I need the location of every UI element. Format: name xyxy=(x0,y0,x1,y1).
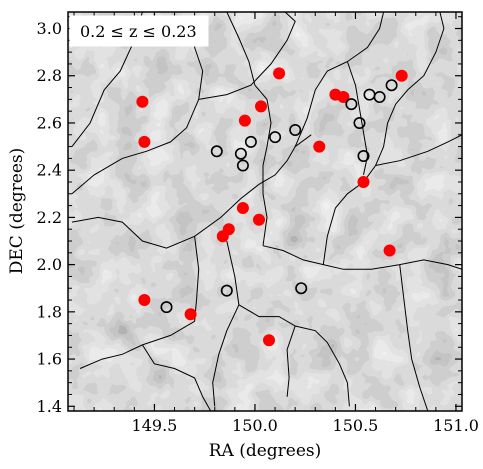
y-tick-label-8: 3.0 xyxy=(37,19,62,38)
open-circle-point-9 xyxy=(345,98,358,111)
open-circle-point-3 xyxy=(234,147,247,160)
filament-line-12 xyxy=(375,134,462,166)
filled-red-point-2 xyxy=(138,294,151,306)
open-circle-point-10 xyxy=(353,117,366,130)
redshift-annotation: 0.2 ≤ z ≤ 0.23 xyxy=(80,22,197,41)
filled-red-point-8 xyxy=(253,213,265,226)
filled-red-point-5 xyxy=(222,223,235,236)
plot-frame xyxy=(67,11,463,412)
filament-line-7 xyxy=(212,240,240,407)
x-tick-label-1: 150.0 xyxy=(232,416,278,435)
filament-line-16 xyxy=(254,84,272,246)
filaments-layer xyxy=(71,12,462,411)
open-circle-point-14 xyxy=(385,79,398,92)
filament-line-3 xyxy=(226,12,256,86)
filled-red-point-3 xyxy=(184,308,197,321)
y-axis-label: DEC (degrees) xyxy=(7,148,27,275)
y-tick-label-5: 2.4 xyxy=(37,161,62,180)
ticks-layer: 149.5 150.0 150.5 151.0 1.4 1.6 1.8 2.0 2.2 2.4 2.… xyxy=(37,12,479,435)
filled-red-point-0 xyxy=(136,95,149,108)
filled-red-point-1 xyxy=(138,135,151,148)
y-tick-label-4: 2.2 xyxy=(37,208,62,227)
x-axis-label: RA (degrees) xyxy=(209,441,322,461)
y-tick-label-3: 2.0 xyxy=(37,255,62,274)
open-circle-point-11 xyxy=(357,150,370,163)
filament-line-2 xyxy=(198,12,296,100)
annotation-box xyxy=(69,15,209,47)
filament-line-14 xyxy=(294,12,385,147)
filled-red-point-17 xyxy=(395,69,408,82)
markers-layer xyxy=(136,67,408,347)
filled-red-point-14 xyxy=(337,91,350,103)
y-tick-label-0: 1.4 xyxy=(37,397,62,416)
filled-red-point-12 xyxy=(313,140,326,153)
filled-red-point-11 xyxy=(273,67,286,80)
open-circle-point-4 xyxy=(236,159,249,172)
x-tick-label-3: 151.0 xyxy=(433,416,479,435)
open-circle-point-5 xyxy=(244,135,257,148)
filled-red-point-9 xyxy=(255,100,267,113)
open-circle-point-2 xyxy=(220,284,233,297)
x-tick-label-2: 150.5 xyxy=(333,416,379,435)
open-circle-point-7 xyxy=(289,124,302,137)
filled-red-point-10 xyxy=(263,334,275,347)
filled-red-point-6 xyxy=(236,202,249,214)
filament-line-8 xyxy=(238,304,350,407)
open-circle-point-8 xyxy=(295,282,308,295)
open-circle-point-0 xyxy=(160,301,173,314)
open-circle-point-13 xyxy=(373,91,386,104)
open-circle-point-6 xyxy=(269,131,282,144)
filament-line-11 xyxy=(322,12,445,265)
open-circle-point-1 xyxy=(210,145,223,158)
y-tick-label-2: 1.8 xyxy=(37,302,62,321)
filled-red-point-7 xyxy=(238,114,251,127)
filament-line-1 xyxy=(71,16,206,195)
filament-line-4 xyxy=(71,134,312,249)
y-tick-label-7: 2.8 xyxy=(37,66,62,85)
filament-line-5 xyxy=(79,236,200,369)
filament-line-9 xyxy=(286,325,296,397)
filament-line-13 xyxy=(399,264,429,411)
y-tick-label-1: 1.6 xyxy=(37,350,62,369)
filament-line-10 xyxy=(262,245,462,270)
filament-line-6 xyxy=(141,344,212,411)
filled-red-point-16 xyxy=(383,244,396,257)
y-tick-label-6: 2.6 xyxy=(37,113,62,132)
filled-red-point-15 xyxy=(357,176,370,188)
x-tick-label-0: 149.5 xyxy=(132,416,178,435)
